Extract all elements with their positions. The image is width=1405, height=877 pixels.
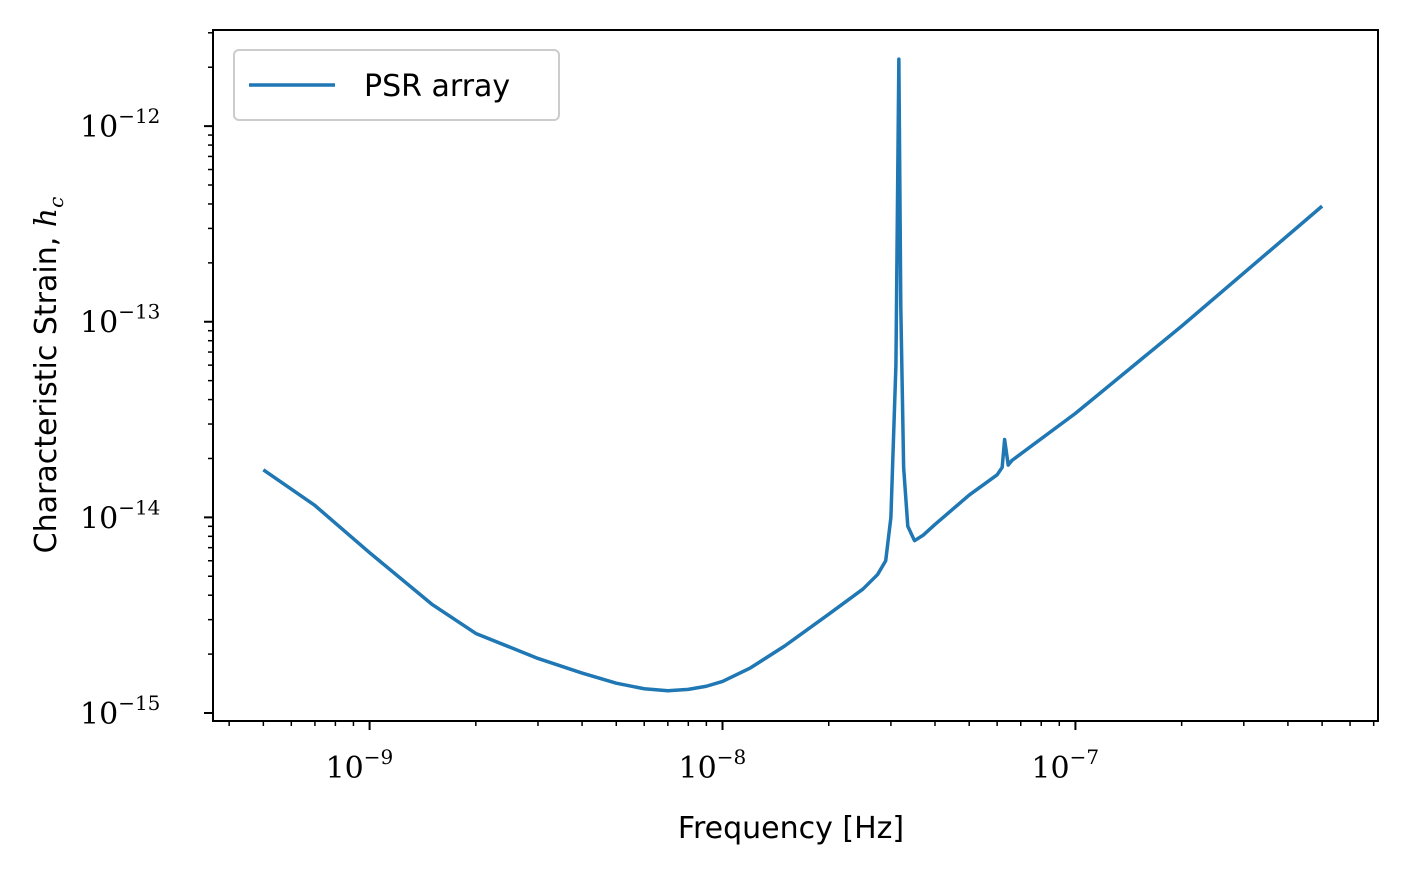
series-line-psr-array	[262, 57, 1324, 693]
y-axis-label: Characteristic Strain, hc	[29, 197, 68, 554]
plot-frame	[212, 29, 1379, 722]
y-axis-label-text: Characteristic Strain,	[29, 227, 64, 553]
y-tick-label: 10−15	[80, 691, 160, 732]
legend: PSR array	[233, 49, 560, 121]
legend-box	[233, 49, 560, 121]
y-tick-label: 10−13	[80, 300, 160, 341]
y-tick-label: 10−14	[80, 495, 160, 536]
x-tick-label: 10−9	[326, 745, 394, 786]
x-axis-label: Frequency [Hz]	[678, 811, 904, 846]
x-tick-label: 10−8	[679, 745, 747, 786]
series-layer	[262, 57, 1324, 693]
legend-label: PSR array	[364, 69, 510, 104]
major-ticks: 10−9 10−8 10−7 10−15 10−14 10−13 10−12	[80, 104, 1099, 786]
y-tick-label: 10−12	[80, 104, 160, 145]
y-axis-label-subscript: c	[44, 197, 68, 208]
y-axis-label-symbol: h	[29, 208, 64, 227]
x-tick-label: 10−7	[1031, 745, 1099, 786]
